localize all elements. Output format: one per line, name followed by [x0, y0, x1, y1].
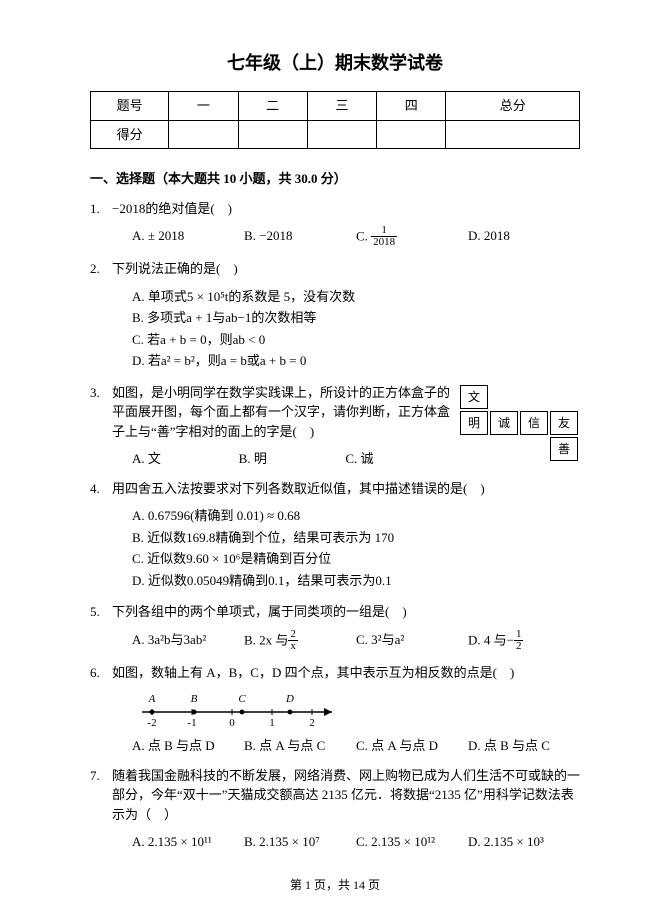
option-c: C. 12018: [356, 226, 468, 249]
score-cell: [169, 120, 238, 149]
question-number: 2.: [90, 259, 112, 373]
question-number: 4.: [90, 479, 112, 593]
question-number: 7.: [90, 766, 112, 852]
option-a: A. ± 2018: [132, 226, 244, 249]
question-number: 5.: [90, 602, 112, 653]
svg-text:C: C: [238, 693, 246, 705]
cube-net: 文 明 诚 信 友 善: [458, 383, 580, 463]
col-header: 二: [238, 92, 307, 121]
question-5: 5. 下列各组中的两个单项式，属于同类项的一组是( ) A. 3a²b与3ab²…: [90, 602, 580, 653]
page-title: 七年级（上）期末数学试卷: [90, 50, 580, 77]
option-d: D. 若a² = b²，则a = b或a + b = 0: [132, 351, 580, 371]
score-cell: [377, 120, 446, 149]
fraction: 12: [514, 629, 524, 652]
question-6: 6. 如图，数轴上有 A，B，C，D 四个点，其中表示互为相反数的点是( ) A…: [90, 663, 580, 756]
question-2: 2. 下列说法正确的是( ) A. 单项式5 × 10⁵t的系数是 5，没有次数…: [90, 259, 580, 373]
option-d: D. 2018: [468, 226, 580, 249]
table-row: 题号 一 二 三 四 总分: [91, 92, 580, 121]
svg-text:2: 2: [309, 717, 315, 729]
score-cell: [238, 120, 307, 149]
svg-text:A: A: [148, 693, 156, 705]
option-b: B. 点 A 与点 C: [244, 736, 356, 756]
option-d: D. 2.135 × 10³: [468, 832, 580, 852]
option-a: A. 0.67596(精确到 0.01) ≈ 0.68: [132, 506, 580, 526]
option-b: B. 2.135 × 10⁷: [244, 832, 356, 852]
question-4: 4. 用四舍五入法按要求对下列各数取近似值，其中描述错误的是( ) A. 0.6…: [90, 479, 580, 593]
option-b-prefix: B. 2x 与: [244, 632, 288, 647]
net-cell: 友: [550, 411, 578, 435]
option-c: C. 诚: [345, 449, 452, 469]
question-stem: 用四舍五入法按要求对下列各数取近似值，其中描述错误的是( ): [112, 479, 580, 499]
section-heading: 一、选择题（本大题共 10 小题，共 30.0 分）: [90, 169, 580, 189]
option-a: A. 点 B 与点 D: [132, 736, 244, 756]
option-b: B. 2x 与2x: [244, 630, 356, 653]
svg-text:D: D: [285, 693, 294, 705]
page-footer: 第 1 页，共 14 页: [90, 876, 580, 894]
question-stem: 下列说法正确的是( ): [112, 259, 580, 279]
question-number: 1.: [90, 199, 112, 250]
score-cell: [446, 120, 580, 149]
col-header: 四: [377, 92, 446, 121]
option-b: B. 多项式a + 1与ab−1的次数相等: [132, 308, 580, 328]
net-cell: 善: [550, 437, 578, 461]
table-row: 得分: [91, 120, 580, 149]
number-line-diagram: A B C D -2 -1 0 1 2: [132, 690, 352, 732]
option-a: A. 2.135 × 10¹¹: [132, 832, 244, 852]
col-header: 一: [169, 92, 238, 121]
net-cell: 诚: [490, 411, 518, 435]
option-b: B. −2018: [244, 226, 356, 249]
svg-text:-2: -2: [147, 717, 156, 729]
question-stem: 下列各组中的两个单项式，属于同类项的一组是( ): [112, 602, 580, 622]
row-label: 得分: [91, 120, 169, 149]
question-stem: 如图，数轴上有 A，B，C，D 四个点，其中表示互为相反数的点是( ): [112, 663, 580, 683]
option-c: C. 若a + b = 0，则ab < 0: [132, 330, 580, 350]
svg-text:0: 0: [229, 717, 235, 729]
net-cell: 信: [520, 411, 548, 435]
svg-text:B: B: [191, 693, 198, 705]
question-1: 1. −2018的绝对值是( ) A. ± 2018 B. −2018 C. 1…: [90, 199, 580, 250]
fraction: 12018: [371, 225, 397, 248]
question-stem: 随着我国金融科技的不断发展，网络消费、网上购物已成为人们生活不可或缺的一部分，今…: [112, 766, 580, 825]
net-cell: 明: [460, 411, 488, 435]
option-a: A. 单项式5 × 10⁵t的系数是 5，没有次数: [132, 287, 580, 307]
col-header: 三: [307, 92, 376, 121]
question-3: 3. 文 明 诚 信 友 善 如图，是小明同学在数学实践课上，所设计的正方体盒子…: [90, 383, 580, 469]
option-d-prefix: D. 4 与−: [468, 632, 514, 647]
option-d: D. 4 与−12: [468, 630, 580, 653]
option-b: B. 明: [239, 449, 346, 469]
question-number: 6.: [90, 663, 112, 756]
option-c: C. 2.135 × 10¹²: [356, 832, 468, 852]
col-header: 总分: [446, 92, 580, 121]
option-c-prefix: C.: [356, 228, 371, 243]
svg-text:1: 1: [269, 717, 275, 729]
option-c: C. 近似数9.60 × 10⁶是精确到百分位: [132, 549, 580, 569]
option-c: C. 点 A 与点 D: [356, 736, 468, 756]
fraction: 2x: [288, 629, 298, 652]
net-cell: 文: [460, 385, 488, 409]
col-header: 题号: [91, 92, 169, 121]
question-7: 7. 随着我国金融科技的不断发展，网络消费、网上购物已成为人们生活不可或缺的一部…: [90, 766, 580, 852]
svg-text:-1: -1: [187, 717, 196, 729]
option-b: B. 近似数169.8精确到个位，结果可表示为 170: [132, 528, 580, 548]
question-number: 3.: [90, 383, 112, 469]
option-c: C. 3²与a²: [356, 630, 468, 653]
question-stem: −2018的绝对值是( ): [112, 199, 580, 219]
option-d: D. 点 B 与点 C: [468, 736, 580, 756]
option-a: A. 3a²b与3ab²: [132, 630, 244, 653]
option-a: A. 文: [132, 449, 239, 469]
score-cell: [307, 120, 376, 149]
option-d: D. 近似数0.05049精确到0.1，结果可表示为0.1: [132, 571, 580, 591]
score-table: 题号 一 二 三 四 总分 得分: [90, 91, 580, 149]
